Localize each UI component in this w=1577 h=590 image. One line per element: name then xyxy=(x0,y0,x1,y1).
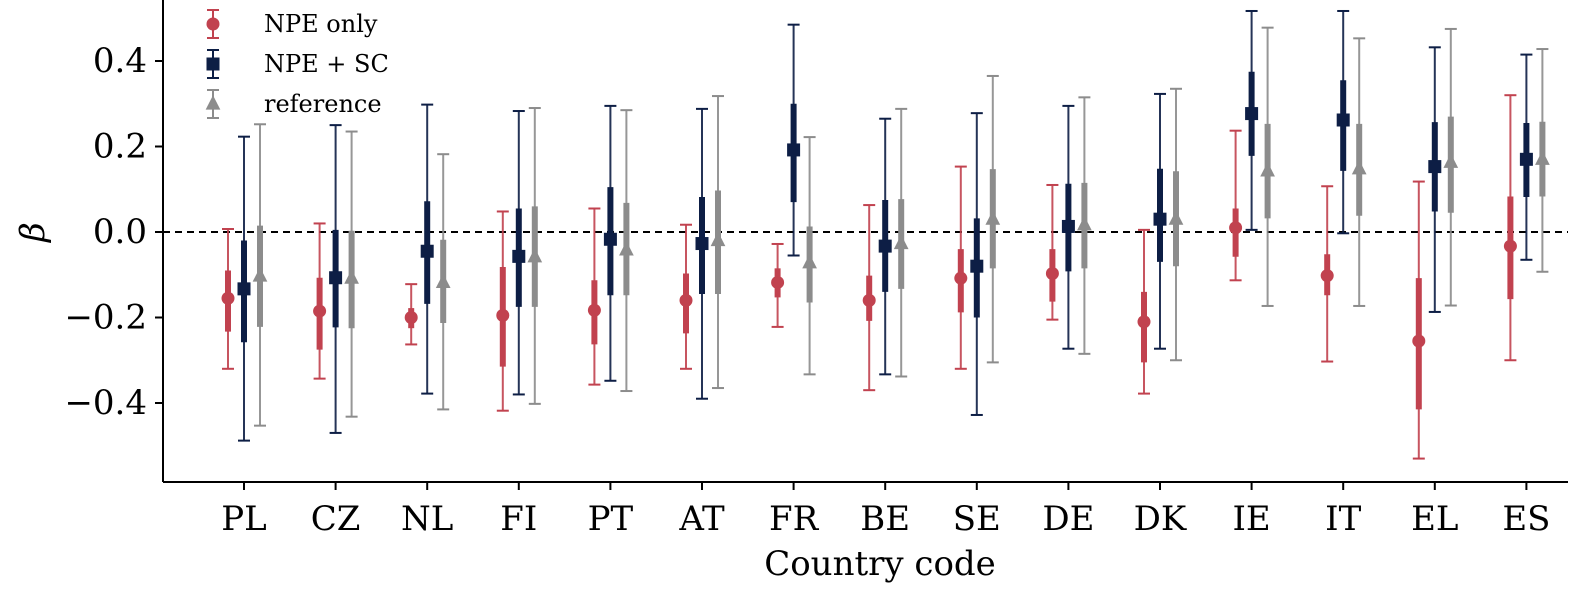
point-cz xyxy=(313,304,327,318)
point-fr xyxy=(771,275,785,289)
point-dk xyxy=(1153,212,1167,226)
point-dk xyxy=(1137,315,1151,329)
series-npe-sc xyxy=(237,9,1533,442)
point-cz xyxy=(344,269,359,284)
x-tick-label: DK xyxy=(1134,499,1187,539)
point-it xyxy=(1351,159,1367,175)
legend: NPE only NPE + SC reference xyxy=(205,9,389,119)
point-fr xyxy=(787,143,801,157)
point-de xyxy=(1061,219,1075,233)
legend-label: NPE only xyxy=(264,10,378,38)
point-pt xyxy=(619,241,634,256)
point-dk xyxy=(1168,210,1184,225)
point-it xyxy=(1336,113,1350,127)
point-el xyxy=(1412,334,1426,348)
point-at xyxy=(710,231,726,247)
y-axis-title: β xyxy=(13,222,53,244)
point-ie xyxy=(1245,107,1259,121)
point-ie xyxy=(1229,221,1243,235)
point-de xyxy=(1045,266,1059,280)
x-tick-label: ES xyxy=(1502,499,1550,539)
point-fr xyxy=(802,254,817,269)
point-pt xyxy=(587,303,601,317)
legend-marker xyxy=(205,95,221,110)
x-tick-label: AT xyxy=(678,499,725,539)
point-fi xyxy=(496,308,510,322)
point-se xyxy=(970,259,984,273)
point-pt xyxy=(603,232,617,246)
y-tick-label: 0.4 xyxy=(93,41,147,81)
point-pl xyxy=(237,282,251,296)
point-es xyxy=(1519,152,1533,166)
point-se xyxy=(985,210,1001,225)
point-se xyxy=(954,271,968,285)
point-es xyxy=(1503,239,1517,253)
point-be xyxy=(893,234,909,250)
point-be xyxy=(878,239,892,253)
point-pl xyxy=(221,291,235,305)
point-pl xyxy=(252,267,268,282)
x-tick-label: PL xyxy=(221,499,266,539)
point-nl xyxy=(435,273,451,289)
point-fi xyxy=(527,248,543,263)
legend-label: reference xyxy=(264,90,382,118)
x-tick-label: IT xyxy=(1325,499,1361,539)
x-tick-label: DE xyxy=(1042,499,1094,539)
x-tick-label: PT xyxy=(588,499,634,539)
point-es xyxy=(1535,150,1550,165)
y-tick-label: 0.2 xyxy=(93,127,147,167)
x-tick-label: NL xyxy=(401,499,453,539)
legend-label: NPE + SC xyxy=(264,50,389,78)
x-tick-label: FR xyxy=(769,499,820,539)
axes: −0.4 −0.2 0.0 0.2 0.4 PL CZ NL FI PT AT FR BE SE DE DK I… xyxy=(64,0,1568,539)
x-tick-label: FI xyxy=(500,499,537,539)
point-nl xyxy=(420,244,434,258)
series-reference xyxy=(252,26,1550,427)
legend-entry: NPE only xyxy=(206,9,378,39)
legend-entry: reference xyxy=(205,89,382,119)
point-at xyxy=(695,237,709,251)
legend-marker xyxy=(206,17,220,31)
point-nl xyxy=(404,311,418,324)
legend-entry: NPE + SC xyxy=(206,49,389,79)
point-ie xyxy=(1260,162,1275,177)
x-tick-label: EL xyxy=(1411,499,1458,539)
y-tick-label: −0.2 xyxy=(64,298,147,338)
legend-marker xyxy=(206,57,220,71)
series-npe-only xyxy=(221,94,1517,460)
x-tick-label: CZ xyxy=(311,499,361,539)
point-de xyxy=(1077,215,1092,231)
point-fi xyxy=(512,249,526,263)
point-el xyxy=(1443,153,1459,168)
x-tick-label: IE xyxy=(1232,499,1270,539)
x-axis-title: Country code xyxy=(764,544,996,584)
y-tick-label: −0.4 xyxy=(64,383,147,423)
y-tick-label: 0.0 xyxy=(93,212,147,252)
plot-area xyxy=(163,9,1568,460)
x-tick-label: SE xyxy=(953,499,1001,539)
point-cz xyxy=(329,271,343,285)
point-el xyxy=(1428,160,1442,174)
point-be xyxy=(862,293,876,307)
point-at xyxy=(679,293,693,307)
point-it xyxy=(1320,269,1334,283)
x-tick-label: BE xyxy=(860,499,910,539)
